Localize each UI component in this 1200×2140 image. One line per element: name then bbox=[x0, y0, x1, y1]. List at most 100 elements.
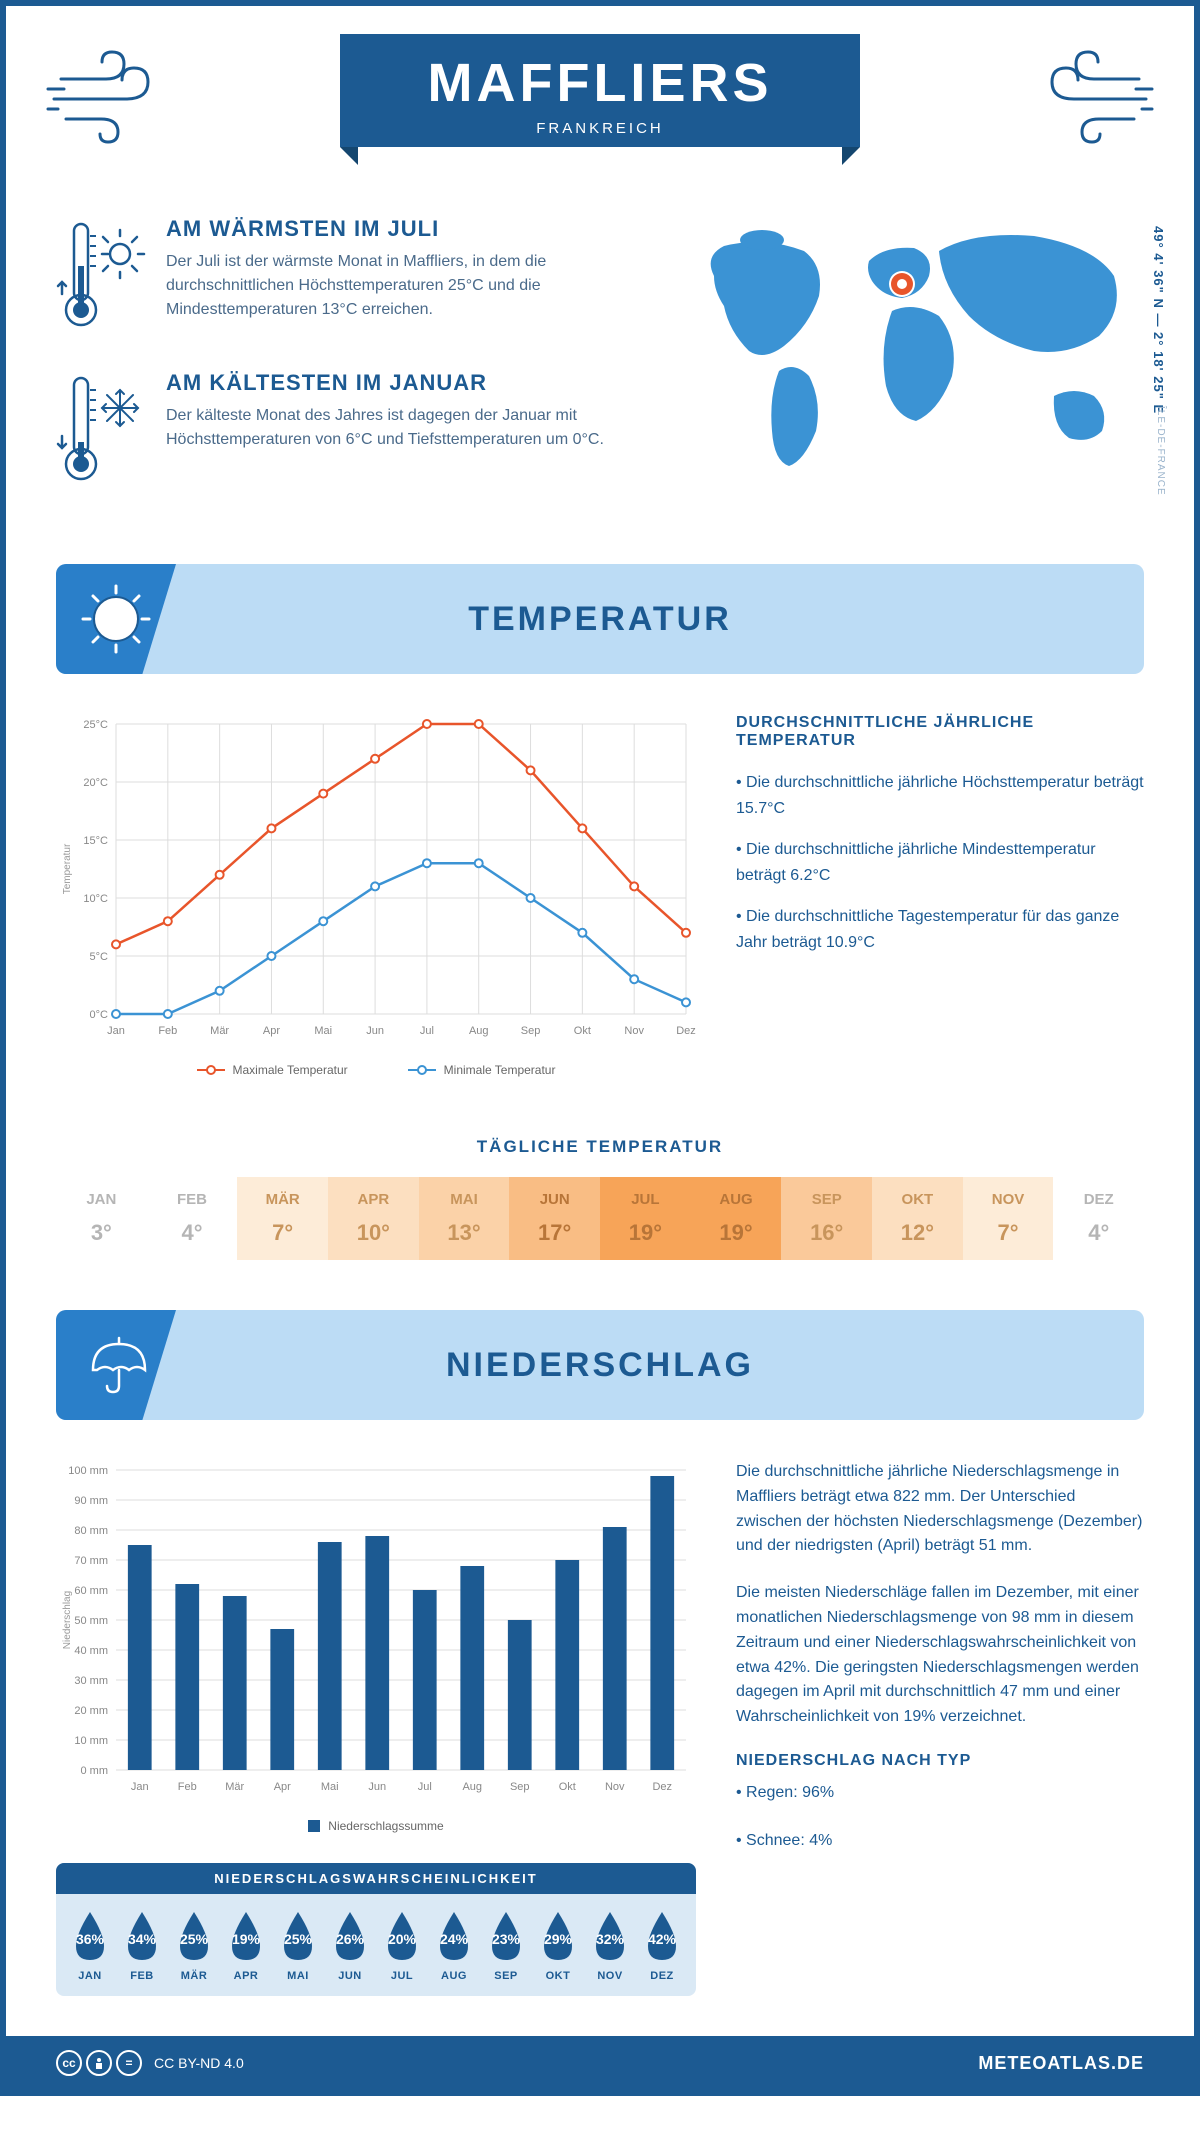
world-map-icon bbox=[674, 216, 1144, 496]
legend-max: Maximale Temperatur bbox=[197, 1063, 348, 1077]
prob-title: NIEDERSCHLAGSWAHRSCHEINLICHKEIT bbox=[56, 1863, 696, 1894]
precip-banner: NIEDERSCHLAG bbox=[56, 1310, 1144, 1420]
title-banner: MAFFLIERS FRANKREICH bbox=[340, 34, 860, 147]
daily-temp-cell: OKT12° bbox=[872, 1177, 963, 1260]
daily-temp-cell: NOV7° bbox=[963, 1177, 1054, 1260]
svg-text:Mai: Mai bbox=[321, 1781, 339, 1793]
svg-text:90 mm: 90 mm bbox=[74, 1495, 108, 1507]
svg-text:Mai: Mai bbox=[314, 1025, 332, 1037]
region-label: ÎLE-DE-FRANCE bbox=[1155, 406, 1166, 496]
prob-item: 32% NOV bbox=[588, 1908, 632, 1982]
daily-temp-cell: MÄR7° bbox=[237, 1177, 328, 1260]
fact-text: AM WÄRMSTEN IM JULI Der Juli ist der wär… bbox=[166, 216, 634, 336]
temp-banner: TEMPERATUR bbox=[56, 564, 1144, 674]
svg-text:Apr: Apr bbox=[274, 1781, 291, 1793]
fact-text: AM KÄLTESTEN IM JANUAR Der kälteste Mona… bbox=[166, 370, 634, 490]
svg-text:30 mm: 30 mm bbox=[74, 1675, 108, 1687]
temp-info-title: DURCHSCHNITTLICHE JÄHRLICHE TEMPERATUR bbox=[736, 714, 1144, 750]
intro-facts: AM WÄRMSTEN IM JULI Der Juli ist der wär… bbox=[56, 216, 634, 524]
prob-item: 26% JUN bbox=[328, 1908, 372, 1982]
sun-icon bbox=[79, 582, 153, 656]
coldest-fact: AM KÄLTESTEN IM JANUAR Der kälteste Mona… bbox=[56, 370, 634, 490]
warmest-title: AM WÄRMSTEN IM JULI bbox=[166, 216, 634, 242]
prob-item: 19% APR bbox=[224, 1908, 268, 1982]
temp-bullet: • Die durchschnittliche jährliche Mindes… bbox=[736, 837, 1144, 888]
banner-corner bbox=[56, 1310, 176, 1420]
coldest-title: AM KÄLTESTEN IM JANUAR bbox=[166, 370, 634, 396]
warmest-fact: AM WÄRMSTEN IM JULI Der Juli ist der wär… bbox=[56, 216, 634, 336]
precip-legend: Niederschlagssumme bbox=[56, 1819, 696, 1833]
svg-text:Mär: Mär bbox=[225, 1781, 244, 1793]
svg-text:Nov: Nov bbox=[624, 1025, 644, 1037]
warmest-desc: Der Juli ist der wärmste Monat in Maffli… bbox=[166, 250, 634, 322]
svg-text:Okt: Okt bbox=[559, 1781, 576, 1793]
svg-text:Aug: Aug bbox=[462, 1781, 482, 1793]
svg-text:Temperatur: Temperatur bbox=[62, 843, 73, 894]
svg-text:100 mm: 100 mm bbox=[68, 1465, 108, 1477]
temp-banner-title: TEMPERATUR bbox=[468, 600, 732, 639]
svg-text:Jul: Jul bbox=[420, 1025, 434, 1037]
daily-temp-cell: JUL19° bbox=[600, 1177, 691, 1260]
svg-text:Nov: Nov bbox=[605, 1781, 625, 1793]
header: MAFFLIERS FRANKREICH bbox=[6, 6, 1194, 216]
svg-text:80 mm: 80 mm bbox=[74, 1525, 108, 1537]
daily-temp-cell: SEP16° bbox=[781, 1177, 872, 1260]
svg-text:70 mm: 70 mm bbox=[74, 1555, 108, 1567]
svg-text:50 mm: 50 mm bbox=[74, 1615, 108, 1627]
precip-type-bullet: • Schnee: 4% bbox=[736, 1828, 1144, 1854]
svg-text:10°C: 10°C bbox=[83, 893, 108, 905]
by-icon bbox=[86, 2050, 112, 2076]
precip-info: Die durchschnittliche jährliche Niedersc… bbox=[736, 1460, 1144, 1996]
daily-temp-cell: AUG19° bbox=[691, 1177, 782, 1260]
svg-text:20 mm: 20 mm bbox=[74, 1705, 108, 1717]
svg-text:Niederschlag: Niederschlag bbox=[62, 1591, 73, 1649]
temp-bullet: • Die durchschnittliche jährliche Höchst… bbox=[736, 770, 1144, 821]
temp-chart: 0°C5°C10°C15°C20°C25°CJanFebMärAprMaiJun… bbox=[56, 714, 696, 1077]
cc-icons: cc = bbox=[56, 2050, 142, 2076]
prob-box: NIEDERSCHLAGSWAHRSCHEINLICHKEIT 36% JAN … bbox=[56, 1863, 696, 1996]
precip-section: 0 mm10 mm20 mm30 mm40 mm50 mm60 mm70 mm8… bbox=[6, 1420, 1194, 2006]
legend-precip: Niederschlagssumme bbox=[308, 1819, 443, 1833]
prob-item: 29% OKT bbox=[536, 1908, 580, 1982]
svg-text:Jan: Jan bbox=[107, 1025, 125, 1037]
svg-text:Okt: Okt bbox=[574, 1025, 591, 1037]
footer-license: cc = CC BY-ND 4.0 bbox=[56, 2050, 244, 2076]
precip-type-bullet: • Regen: 96% bbox=[736, 1780, 1144, 1806]
svg-text:0 mm: 0 mm bbox=[81, 1765, 109, 1777]
svg-text:Sep: Sep bbox=[510, 1781, 530, 1793]
page-root: MAFFLIERS FRANKREICH bbox=[0, 0, 1200, 2096]
temp-info: DURCHSCHNITTLICHE JÄHRLICHE TEMPERATUR •… bbox=[736, 714, 1144, 1077]
svg-text:60 mm: 60 mm bbox=[74, 1585, 108, 1597]
intro-section: AM WÄRMSTEN IM JULI Der Juli ist der wär… bbox=[6, 216, 1194, 564]
thermometer-hot-icon bbox=[56, 216, 146, 336]
banner-corner bbox=[56, 564, 176, 674]
prob-item: 25% MAI bbox=[276, 1908, 320, 1982]
coldest-desc: Der kälteste Monat des Jahres ist dagege… bbox=[166, 404, 634, 452]
page-title: MAFFLIERS bbox=[340, 52, 860, 114]
svg-text:Dez: Dez bbox=[676, 1025, 696, 1037]
wind-icon bbox=[46, 44, 176, 144]
prob-item: 34% FEB bbox=[120, 1908, 164, 1982]
precip-left: 0 mm10 mm20 mm30 mm40 mm50 mm60 mm70 mm8… bbox=[56, 1460, 696, 1996]
svg-text:Feb: Feb bbox=[158, 1025, 177, 1037]
map-panel: 49° 4' 36" N — 2° 18' 25" E ÎLE-DE-FRANC… bbox=[674, 216, 1144, 524]
temp-bullet: • Die durchschnittliche Tagestemperatur … bbox=[736, 904, 1144, 955]
svg-text:Feb: Feb bbox=[178, 1781, 197, 1793]
svg-text:25°C: 25°C bbox=[83, 719, 108, 731]
prob-item: 25% MÄR bbox=[172, 1908, 216, 1982]
temp-section: 0°C5°C10°C15°C20°C25°CJanFebMärAprMaiJun… bbox=[6, 674, 1194, 1097]
precip-chart: 0 mm10 mm20 mm30 mm40 mm50 mm60 mm70 mm8… bbox=[56, 1460, 696, 1800]
prob-item: 36% JAN bbox=[68, 1908, 112, 1982]
cc-icon: cc bbox=[56, 2050, 82, 2076]
svg-text:10 mm: 10 mm bbox=[74, 1735, 108, 1747]
footer-brand: METEOATLAS.DE bbox=[978, 2053, 1144, 2074]
daily-temp-title: TÄGLICHE TEMPERATUR bbox=[6, 1137, 1194, 1157]
daily-temp-cell: MAI13° bbox=[419, 1177, 510, 1260]
svg-text:Jun: Jun bbox=[368, 1781, 386, 1793]
svg-text:Jun: Jun bbox=[366, 1025, 384, 1037]
daily-temp-cell: JUN17° bbox=[509, 1177, 600, 1260]
temp-legend: Maximale Temperatur Minimale Temperatur bbox=[56, 1063, 696, 1077]
daily-temp-cell: FEB4° bbox=[147, 1177, 238, 1260]
umbrella-icon bbox=[81, 1330, 151, 1400]
svg-text:Apr: Apr bbox=[263, 1025, 280, 1037]
